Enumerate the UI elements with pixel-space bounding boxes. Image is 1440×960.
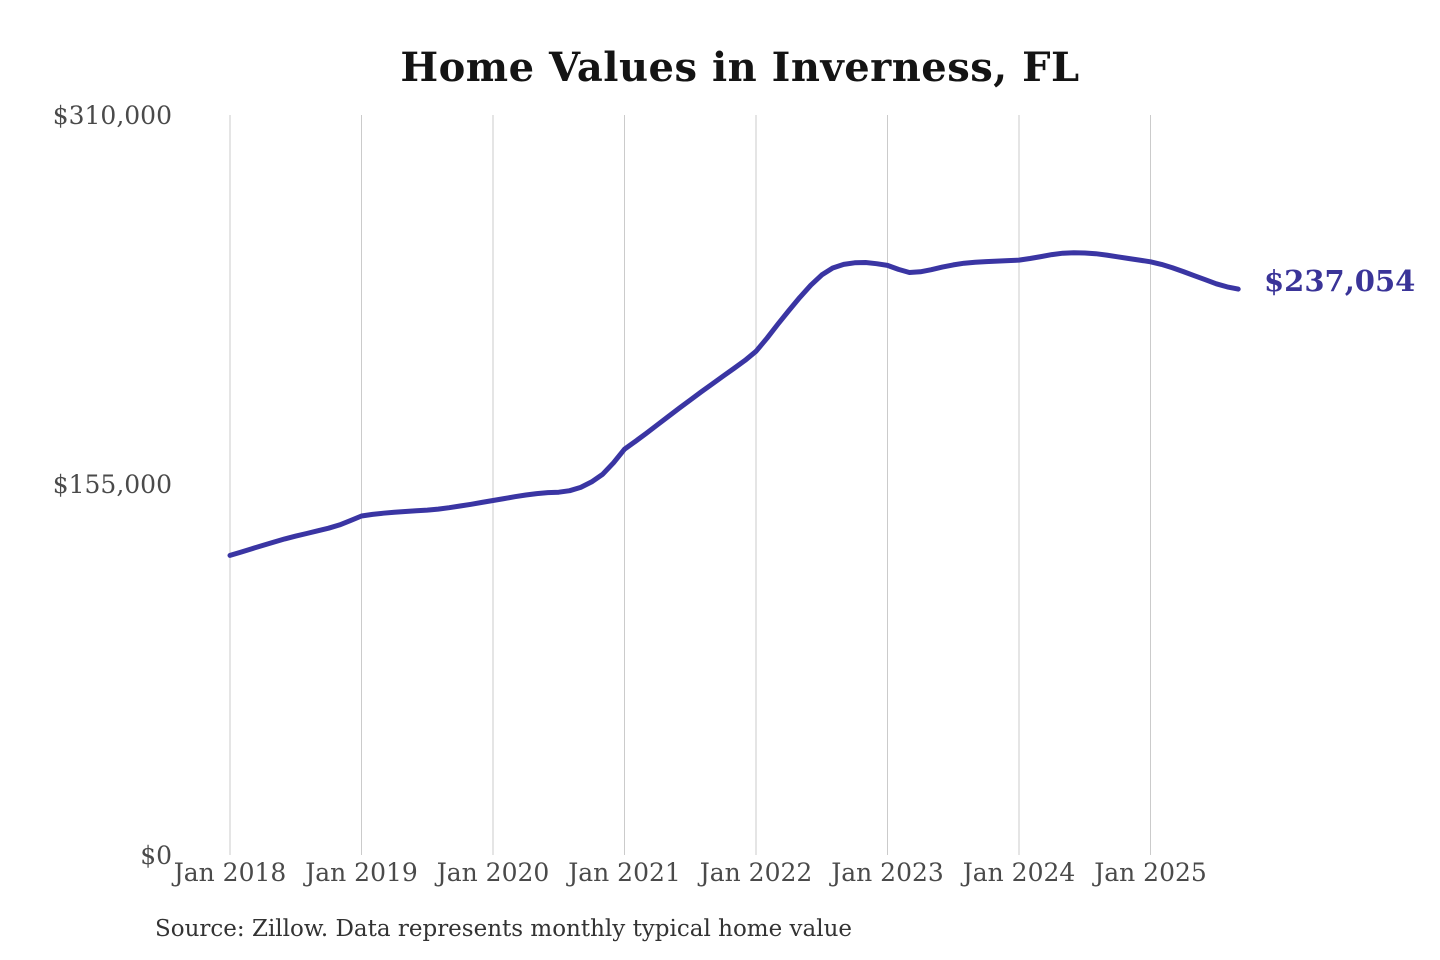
chart-title: Home Values in Inverness, FL — [400, 44, 1080, 91]
x-axis-tick-label: Jan 2022 — [699, 858, 813, 887]
x-axis-tick-label: Jan 2018 — [173, 858, 287, 887]
latest-value-label: $237,054 — [1264, 264, 1416, 298]
gridlines — [229, 115, 1151, 855]
x-axis-tick-label: Jan 2024 — [962, 858, 1076, 887]
x-axis-tick-label: Jan 2019 — [305, 858, 418, 887]
y-axis-tick-310000: $310,000 — [52, 101, 172, 130]
source-note: Source: Zillow. Data represents monthly … — [155, 916, 853, 942]
y-axis-tick-155000: $155,000 — [52, 470, 172, 499]
x-axis-tick-label: Jan 2023 — [831, 858, 944, 887]
x-axis-tick-label: Jan 2021 — [568, 858, 681, 887]
x-axis-tick-label: Jan 2025 — [1094, 858, 1207, 887]
y-axis-tick-0: $0 — [140, 841, 172, 870]
home-value-line — [227, 250, 1241, 558]
x-axis-tick-label: Jan 2020 — [436, 858, 550, 887]
